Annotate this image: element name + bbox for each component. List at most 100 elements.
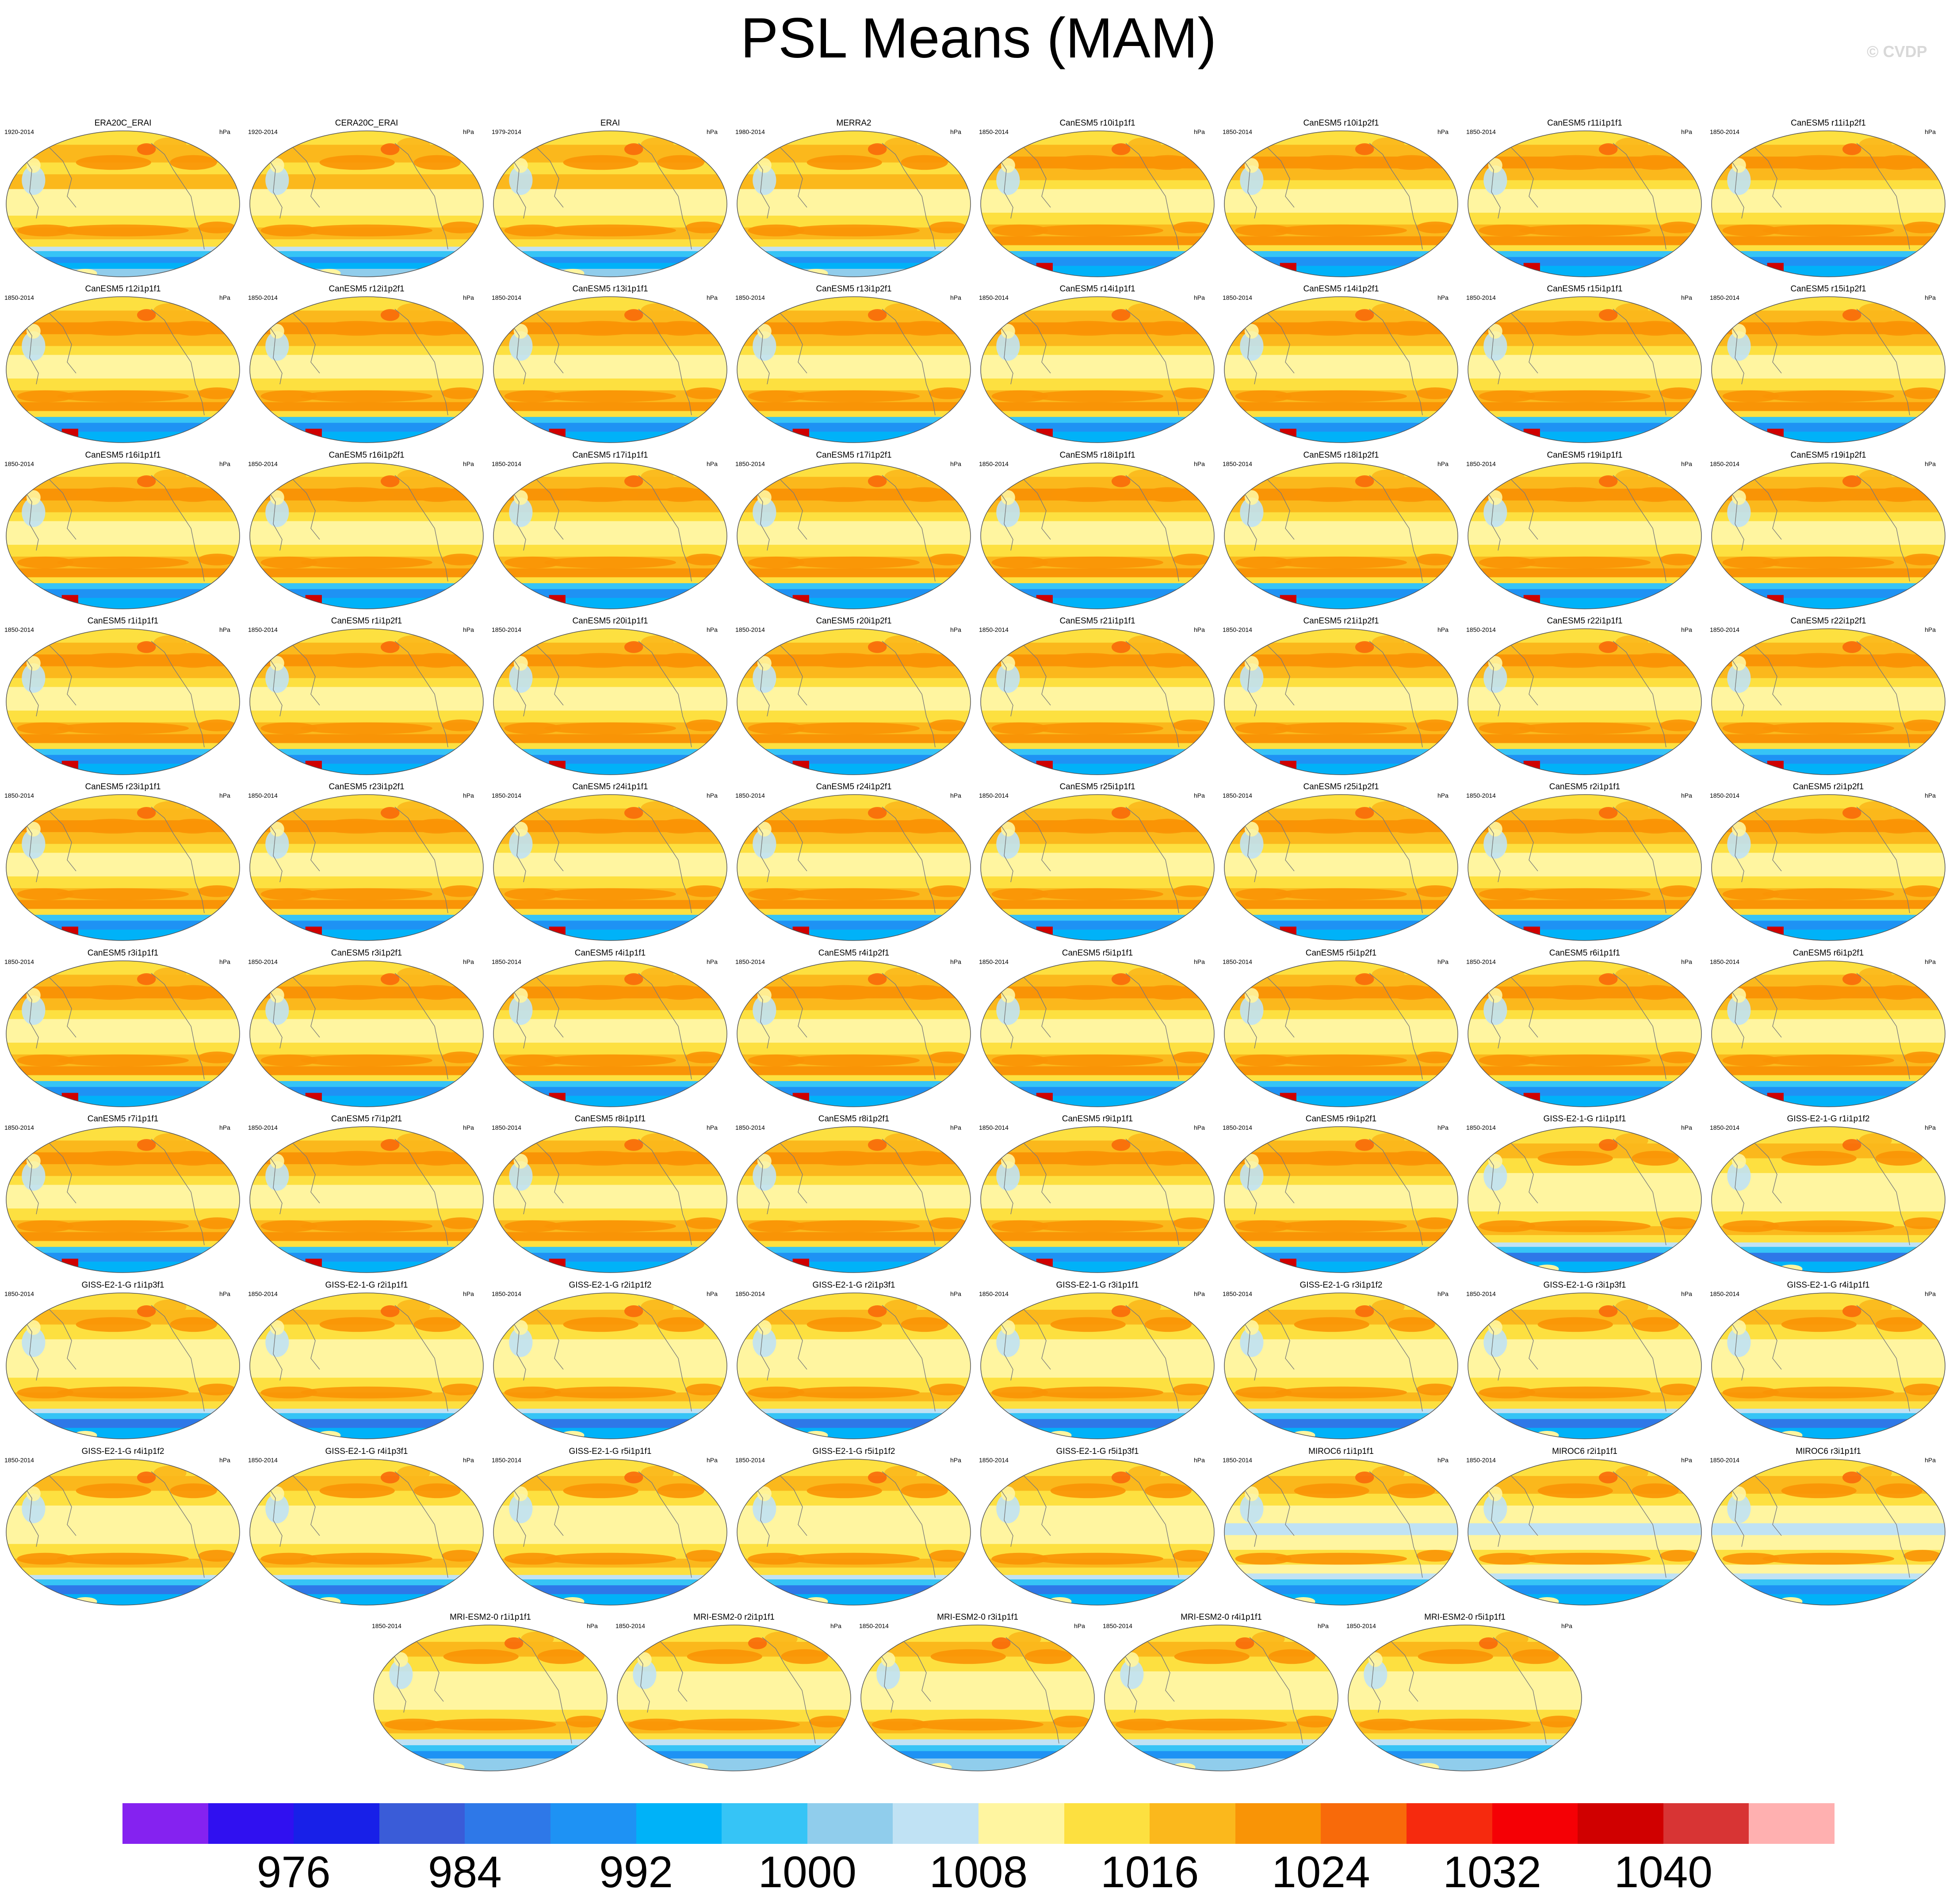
coastline xyxy=(1369,309,1410,363)
psl-map xyxy=(737,1126,971,1273)
map-panel: GISS-E2-1-G r3i1p1f1 1850-2014 hPa xyxy=(977,1281,1218,1440)
psl-band xyxy=(1224,844,1458,853)
psl-feature xyxy=(991,1054,1048,1067)
psl-feature xyxy=(1660,554,1698,566)
psl-feature xyxy=(1173,387,1211,399)
psl-feature xyxy=(397,1299,430,1315)
psl-feature xyxy=(1388,321,1435,336)
coastline xyxy=(1125,1139,1166,1193)
psl-band xyxy=(250,961,483,975)
psl-feature xyxy=(1275,722,1407,734)
psl-feature xyxy=(170,487,217,502)
psl-band xyxy=(1105,1739,1338,1746)
psl-feature xyxy=(685,1217,723,1229)
psl-feature xyxy=(1032,1552,1163,1565)
psl-feature xyxy=(1479,1386,1536,1399)
psl-feature xyxy=(22,497,46,527)
coastline xyxy=(1369,1471,1410,1525)
psl-band xyxy=(250,1075,483,1082)
psl-feature xyxy=(509,331,533,361)
psl-feature xyxy=(1174,1649,1250,1664)
psl-band xyxy=(6,355,240,379)
psl-band xyxy=(1224,1019,1458,1044)
coastline xyxy=(266,488,283,551)
psl-map xyxy=(737,960,971,1107)
psl-band xyxy=(617,1751,851,1759)
psl-band xyxy=(250,1043,483,1055)
coastline xyxy=(1165,196,1179,250)
psl-feature xyxy=(319,487,395,502)
psl-feature xyxy=(1355,1305,1374,1317)
psl-band xyxy=(861,1733,1094,1740)
psl-band xyxy=(493,1520,727,1545)
coastline xyxy=(49,811,76,872)
psl-band xyxy=(6,929,240,941)
psl-band xyxy=(493,1075,727,1082)
coastline xyxy=(293,147,320,208)
psl-feature xyxy=(1418,1649,1493,1664)
psl-band xyxy=(737,743,971,749)
psl-feature xyxy=(1372,1465,1405,1481)
map-panel: CanESM5 r17i1p1f1 1850-2014 hPa xyxy=(490,451,730,610)
psl-band xyxy=(737,900,971,910)
psl-feature xyxy=(1875,653,1923,668)
psl-feature xyxy=(509,1494,533,1523)
coastline xyxy=(1165,1358,1179,1412)
coastline xyxy=(536,147,564,208)
panel-period: 1850-2014 xyxy=(979,128,1009,135)
coastline xyxy=(536,479,564,540)
coastline xyxy=(753,322,770,385)
map-panel: CanESM5 r20i1p2f1 1850-2014 hPa xyxy=(734,616,974,776)
coastline xyxy=(1484,654,1501,717)
panel-units: hPa xyxy=(1681,626,1692,633)
psl-feature xyxy=(901,818,948,834)
psl-band xyxy=(981,545,1214,557)
psl-band xyxy=(6,583,240,590)
coastline xyxy=(997,820,1013,883)
panel-units: hPa xyxy=(1437,1124,1449,1131)
antarctic-feature xyxy=(1415,1763,1439,1771)
coastline xyxy=(1125,1305,1166,1359)
psl-feature xyxy=(806,155,882,170)
panel-period: 1850-2014 xyxy=(1223,792,1252,799)
psl-band xyxy=(493,379,727,391)
map-border xyxy=(249,1126,484,1273)
map-border xyxy=(1104,1625,1338,1771)
panel-units: hPa xyxy=(707,1290,718,1297)
psl-band xyxy=(1224,1010,1458,1020)
coastline xyxy=(191,860,205,914)
psl-map xyxy=(1468,463,1702,609)
psl-feature xyxy=(17,722,74,734)
psl-feature xyxy=(1050,653,1126,668)
psl-band xyxy=(981,245,1214,252)
psl-feature xyxy=(270,1320,284,1335)
psl-feature xyxy=(17,888,74,900)
psl-feature xyxy=(1001,822,1015,837)
colorbar-box xyxy=(122,1803,209,1844)
psl-feature xyxy=(1416,1384,1454,1396)
panel-period: 1850-2014 xyxy=(1103,1622,1132,1629)
colorbar-tick-label: 992 xyxy=(599,1847,673,1897)
psl-band xyxy=(1468,914,1701,921)
psl-feature xyxy=(413,487,461,502)
psl-feature xyxy=(260,722,317,734)
antarctic-feature xyxy=(928,1763,952,1771)
panel-units: hPa xyxy=(1681,128,1692,135)
map-panel: CanESM5 r14i1p1f1 1850-2014 hPa xyxy=(977,284,1218,444)
psl-feature xyxy=(509,497,533,527)
psl-band xyxy=(1224,131,1458,145)
map-panel: CanESM5 r21i1p2f1 1850-2014 hPa xyxy=(1221,616,1461,776)
psl-feature xyxy=(991,556,1048,569)
map-border xyxy=(980,960,1215,1107)
psl-feature xyxy=(1364,1659,1387,1689)
psl-band xyxy=(493,1140,727,1153)
psl-band xyxy=(6,743,240,749)
panel-title: GISS-E2-1-G r5i1p1f2 xyxy=(812,1447,895,1456)
psl-band xyxy=(1712,1010,1945,1020)
psl-feature xyxy=(753,1494,776,1523)
psl-band xyxy=(6,1579,240,1586)
psl-feature xyxy=(1235,1386,1292,1399)
psl-band xyxy=(6,1096,240,1107)
psl-band xyxy=(1224,589,1458,599)
psl-band xyxy=(6,589,240,599)
